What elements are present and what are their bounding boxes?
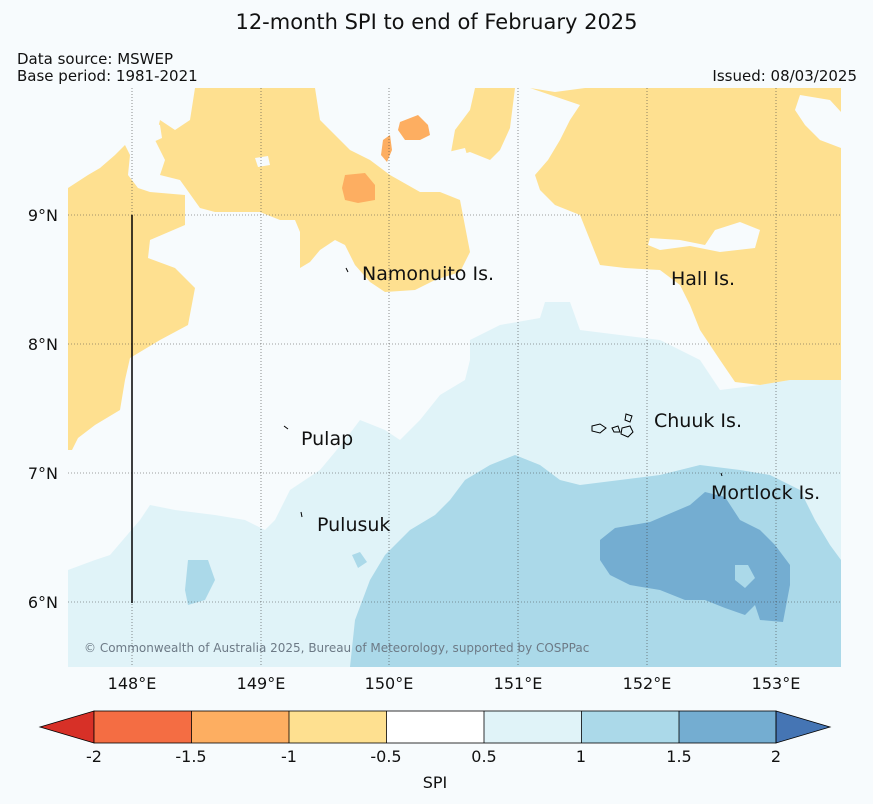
colorbar-bin [289, 711, 387, 743]
colorbar-tick: -1 [281, 747, 297, 766]
label-mortlock: Mortlock Is. [711, 482, 821, 504]
colorbar-bin [581, 711, 679, 743]
colorbar-tick: 1.5 [666, 747, 692, 766]
spi-neutral-hole [255, 156, 270, 167]
namonuito-outline [345, 267, 349, 273]
spi-neg1.5-neg1-patch [381, 135, 392, 162]
colorbar-bin [94, 711, 192, 743]
spi-1-1.5-patch [185, 560, 215, 605]
colorbar-extend-high [775, 710, 832, 744]
pulap-outline [283, 425, 289, 430]
pulusuk-outline [300, 511, 303, 518]
colorbar-extend-low [38, 710, 95, 744]
label-namonuito: Namonuito Is. [362, 263, 495, 285]
base-period: Base period: 1981-2021 [17, 67, 198, 85]
copyright-notice: © Commonwealth of Australia 2025, Bureau… [84, 641, 590, 655]
lon-label-152e: 152°E [622, 674, 672, 693]
colorbar-bin [191, 711, 289, 743]
colorbar [38, 710, 832, 744]
colorbar-tick: -0.5 [370, 747, 402, 766]
colorbar-bin [484, 711, 582, 743]
lat-label-7n: 7°N [27, 464, 58, 483]
spi-neg1.5-neg1-patch [342, 173, 375, 203]
mortlock-outline [720, 472, 723, 477]
label-pulap: Pulap [301, 428, 354, 450]
spi-1-1.5-patch [352, 552, 367, 568]
graticule [68, 88, 841, 667]
spi-neutral-hole [448, 148, 468, 162]
colorbar-tick: -1.5 [175, 747, 207, 766]
colorbar-tick: 0.5 [471, 747, 497, 766]
spi-neutral-hole [648, 222, 760, 252]
lon-label-148e: 148°E [107, 674, 157, 693]
spi-neg1-neg0.5-region-northmid [315, 88, 515, 160]
lat-label-8n: 8°N [27, 335, 58, 354]
colorbar-tick: 1 [575, 747, 587, 766]
colorbar-tick: 2 [770, 747, 782, 766]
spi-1.5-2-region [600, 492, 790, 622]
issued-date: Issued: 08/03/2025 [712, 67, 857, 85]
colorbar-tick: -2 [86, 747, 102, 766]
colorbar-label: SPI [422, 773, 448, 792]
label-pulusuk: Pulusuk [317, 514, 391, 536]
lon-label-151e: 151°E [493, 674, 543, 693]
label-hall: Hall Is. [671, 268, 736, 290]
colorbar-bin [386, 711, 484, 743]
map-title: 12-month SPI to end of February 2025 [235, 10, 638, 34]
lat-label-6n: 6°N [27, 593, 58, 612]
label-chuuk: Chuuk Is. [654, 410, 742, 432]
chuuk-outline [591, 413, 634, 438]
island-outlines [283, 267, 723, 518]
lon-label-153e: 153°E [751, 674, 801, 693]
data-source: Data source: MSWEP [17, 50, 174, 68]
spi-neg1.5-neg1-patch [398, 115, 430, 140]
spi-neg1-neg0.5-region-east [530, 88, 841, 385]
spi-neutral-hole [120, 118, 162, 148]
lon-label-150e: 150°E [364, 674, 414, 693]
spi-neg1-neg0.5-region-north [68, 88, 470, 292]
spi-neutral-hole [795, 95, 841, 148]
colorbar-bin [679, 711, 776, 743]
spi-1.5-2-hole [735, 565, 755, 588]
lat-label-9n: 9°N [27, 206, 58, 225]
lon-label-149e: 149°E [236, 674, 286, 693]
